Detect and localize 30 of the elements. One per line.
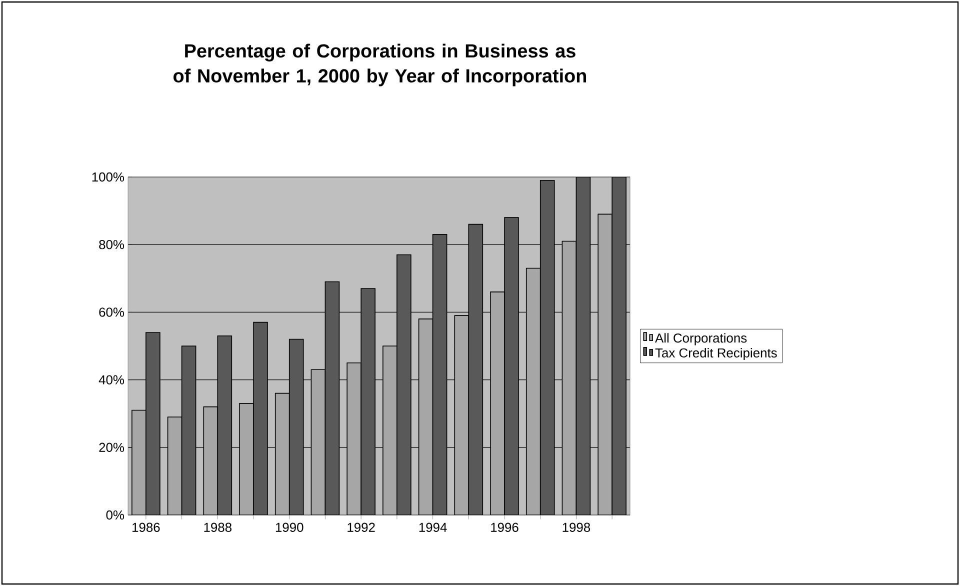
bar (490, 292, 505, 515)
y-tick-label: 20% (99, 442, 124, 452)
legend-label: All Corporations (655, 333, 747, 346)
bar (132, 410, 146, 515)
bar (346, 362, 362, 515)
y-tick-label: 80% (99, 240, 124, 250)
x-tick-label: 1992 (348, 522, 375, 532)
x-tick-label: 1988 (204, 522, 232, 532)
bar (598, 214, 612, 515)
bar (310, 369, 326, 515)
x-tick-label: 1996 (491, 522, 518, 532)
x-tick-label: 1994 (419, 522, 447, 532)
bar (382, 346, 398, 515)
bar (562, 240, 577, 515)
y-tick-label: 0% (106, 510, 124, 520)
bar (239, 403, 254, 515)
x-tick-label: 1990 (276, 522, 304, 532)
bar (203, 406, 218, 515)
x-tick-label: 1986 (132, 522, 160, 532)
bar (454, 315, 470, 515)
y-tick-label: 100% (92, 172, 124, 182)
y-tick-label: 60% (99, 308, 124, 317)
bar (274, 392, 290, 515)
x-tick-label: 1998 (562, 522, 590, 532)
chart-title: Percentage of Corporations in Business as of November 1, 2000 by Year of Incorporation (174, 44, 586, 86)
bar (526, 268, 541, 515)
bar (418, 318, 434, 515)
bar (167, 416, 182, 515)
legend-label: Tax Credit Recipients (655, 348, 777, 360)
y-tick-label: 40% (98, 375, 124, 384)
